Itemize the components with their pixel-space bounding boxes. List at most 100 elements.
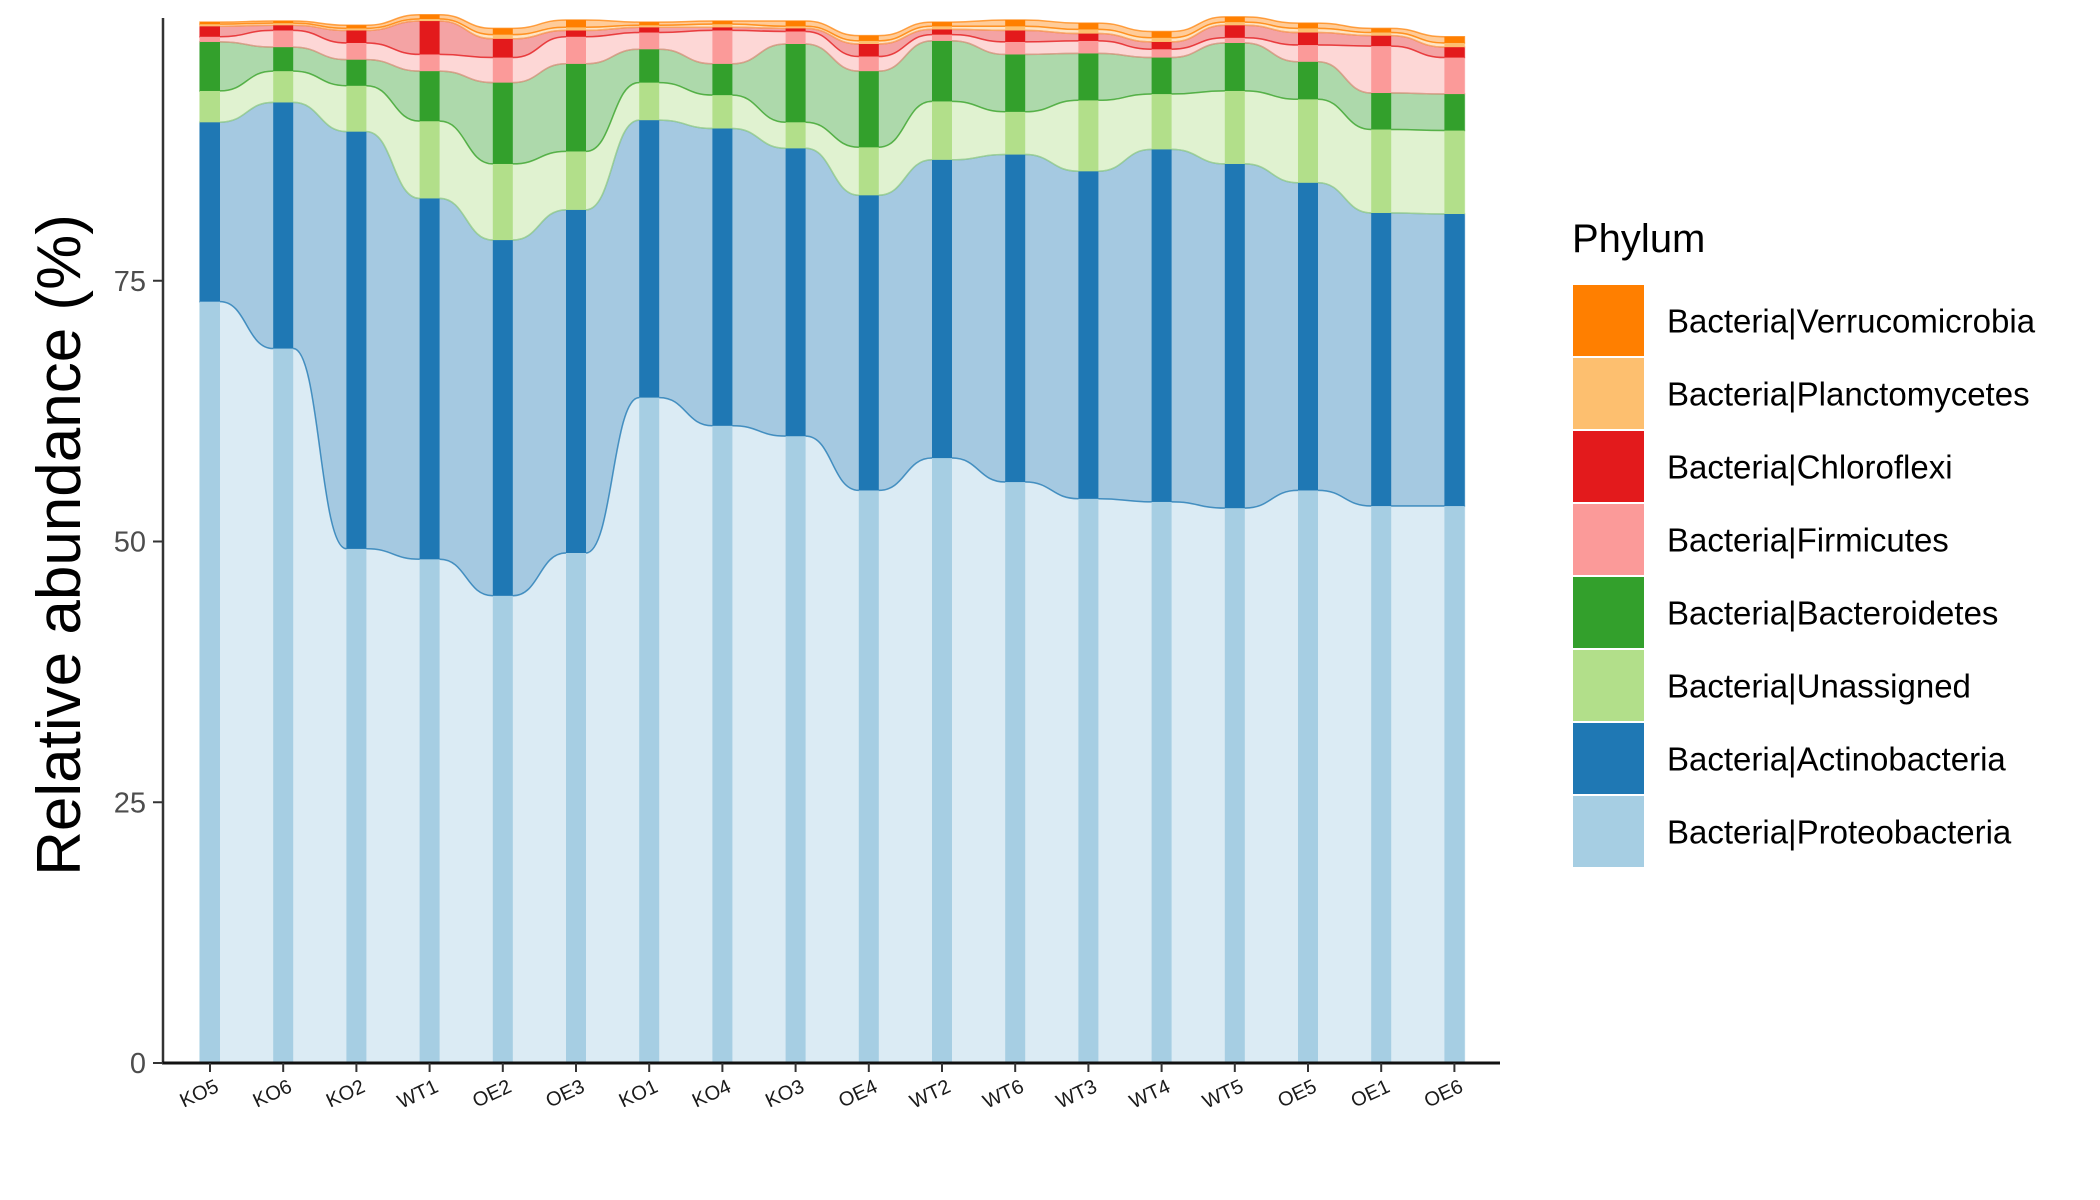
bar-oe3-bacteria-proteobacteria <box>566 552 586 1063</box>
bar-wt5-bacteria-chloroflexi <box>1224 25 1245 38</box>
bar-oe3-bacteria-verrucomicrobia <box>566 20 586 28</box>
legend-label-bacteria-unassigned: Bacteria|Unassigned <box>1667 668 1971 705</box>
bar-wt5-bacteria-firmicutes <box>1224 37 1245 43</box>
bar-ko2-bacteria-bacteroidetes <box>346 59 367 86</box>
bar-wt2-bacteria-actinobacteria <box>932 159 952 459</box>
bar-oe4-bacteria-planctomycetes <box>858 40 879 44</box>
bar-wt1-bacteria-bacteroidetes <box>419 71 440 122</box>
bar-ko6-bacteria-bacteroidetes <box>273 47 294 72</box>
legend-label-bacteria-firmicutes: Bacteria|Firmicutes <box>1667 522 1949 559</box>
bar-ko2-bacteria-actinobacteria <box>346 131 367 549</box>
bar-oe6-bacteria-bacteroidetes <box>1444 94 1465 131</box>
bar-ko3-bacteria-verrucomicrobia <box>785 21 806 27</box>
bar-ko4-bacteria-proteobacteria <box>712 425 733 1063</box>
bar-oe3-bacteria-planctomycetes <box>566 27 586 31</box>
bar-wt2-bacteria-verrucomicrobia <box>932 22 952 27</box>
bar-wt3-bacteria-unassigned <box>1078 100 1099 172</box>
bar-wt1-bacteria-unassigned <box>419 121 440 199</box>
legend-label-bacteria-actinobacteria: Bacteria|Actinobacteria <box>1667 741 2006 778</box>
legend-label-bacteria-bacteroidetes: Bacteria|Bacteroidetes <box>1667 595 1998 632</box>
bar-ko2-bacteria-verrucomicrobia <box>346 25 367 29</box>
bar-wt6-bacteria-verrucomicrobia <box>1005 20 1026 27</box>
bar-oe6-bacteria-firmicutes <box>1444 57 1465 95</box>
bar-oe5-bacteria-verrucomicrobia <box>1298 23 1318 29</box>
x-tick-label-oe6: OE6 <box>1421 1076 1467 1113</box>
bar-oe2-bacteria-actinobacteria <box>492 240 513 596</box>
y-tick-label-75: 75 <box>114 266 146 298</box>
bar-wt4-bacteria-planctomycetes <box>1151 37 1172 42</box>
bar-oe4-bacteria-proteobacteria <box>858 490 879 1063</box>
bar-oe4-bacteria-actinobacteria <box>858 195 879 491</box>
bar-wt5-bacteria-planctomycetes <box>1224 22 1245 26</box>
x-tick-label-oe3: OE3 <box>543 1076 589 1113</box>
bar-ko4-bacteria-unassigned <box>712 95 733 129</box>
bar-ko6-bacteria-chloroflexi <box>273 25 294 31</box>
bar-oe1-bacteria-actinobacteria <box>1371 212 1392 507</box>
x-tick-label-ko4: KO4 <box>689 1076 735 1113</box>
bar-ko5-bacteria-planctomycetes <box>200 24 220 27</box>
bar-wt4-bacteria-proteobacteria <box>1151 501 1172 1064</box>
x-tick-label-oe1: OE1 <box>1348 1076 1394 1113</box>
bar-wt5-bacteria-proteobacteria <box>1224 508 1245 1063</box>
legend-swatch-bacteria-bacteroidetes <box>1573 577 1644 648</box>
bar-oe4-bacteria-unassigned <box>858 147 879 196</box>
bar-wt4-bacteria-firmicutes <box>1151 49 1172 58</box>
bar-ko5-bacteria-actinobacteria <box>200 122 220 302</box>
bar-wt6-bacteria-unassigned <box>1005 111 1026 155</box>
legend-swatch-bacteria-firmicutes <box>1573 504 1644 575</box>
bar-wt6-bacteria-planctomycetes <box>1005 26 1026 31</box>
bar-wt3-bacteria-bacteroidetes <box>1078 53 1099 101</box>
bar-ko2-bacteria-chloroflexi <box>346 30 367 43</box>
x-tick-label-wt2: WT2 <box>907 1076 955 1114</box>
bar-oe5-bacteria-chloroflexi <box>1298 32 1318 46</box>
bar-ko6-bacteria-proteobacteria <box>273 348 294 1063</box>
bar-wt2-bacteria-bacteroidetes <box>932 40 952 102</box>
bar-wt1-bacteria-verrucomicrobia <box>419 14 440 19</box>
x-tick-label-ko1: KO1 <box>616 1076 662 1113</box>
bar-wt1-bacteria-proteobacteria <box>419 559 440 1063</box>
bar-wt4-bacteria-chloroflexi <box>1151 41 1172 50</box>
bar-wt1-bacteria-planctomycetes <box>419 18 440 22</box>
bar-wt3-bacteria-proteobacteria <box>1078 498 1099 1063</box>
bar-ko3-bacteria-chloroflexi <box>785 28 806 32</box>
bar-oe6-bacteria-chloroflexi <box>1444 47 1465 58</box>
bar-ko2-bacteria-proteobacteria <box>346 548 367 1063</box>
bar-wt2-bacteria-unassigned <box>932 101 952 160</box>
bar-wt2-bacteria-proteobacteria <box>932 458 952 1063</box>
x-tick-label-oe2: OE2 <box>469 1076 515 1113</box>
bar-ko5-bacteria-bacteroidetes <box>200 41 220 91</box>
bar-wt3-bacteria-verrucomicrobia <box>1078 23 1099 30</box>
bar-wt4-bacteria-actinobacteria <box>1151 149 1172 502</box>
x-tick-label-wt5: WT5 <box>1199 1076 1247 1114</box>
bar-ko2-bacteria-firmicutes <box>346 42 367 60</box>
bar-oe1-bacteria-unassigned <box>1371 129 1392 213</box>
bar-wt3-bacteria-firmicutes <box>1078 40 1099 54</box>
bar-wt4-bacteria-unassigned <box>1151 94 1172 150</box>
bar-wt5-bacteria-verrucomicrobia <box>1224 16 1245 23</box>
legend-swatch-bacteria-actinobacteria <box>1573 723 1644 794</box>
bar-wt2-bacteria-chloroflexi <box>932 29 952 35</box>
legend-label-bacteria-verrucomicrobia: Bacteria|Verrucomicrobia <box>1667 303 2036 340</box>
bar-ko1-bacteria-unassigned <box>639 82 660 121</box>
bar-oe2-bacteria-unassigned <box>492 163 513 241</box>
bars <box>200 14 1465 1064</box>
bar-wt6-bacteria-actinobacteria <box>1005 154 1026 483</box>
bar-ko6-bacteria-unassigned <box>273 71 294 103</box>
bar-ko4-bacteria-bacteroidetes <box>712 63 733 96</box>
legend-swatch-bacteria-unassigned <box>1573 650 1644 721</box>
bar-oe3-bacteria-firmicutes <box>566 36 586 64</box>
legend: Bacteria|Verrucomicrobia Bacteria|Plancto… <box>1573 285 2036 867</box>
bar-oe5-bacteria-bacteroidetes <box>1298 61 1318 100</box>
x-tick-label-wt6: WT6 <box>980 1076 1028 1114</box>
legend-label-bacteria-proteobacteria: Bacteria|Proteobacteria <box>1667 814 2012 851</box>
bar-ko4-bacteria-planctomycetes <box>712 24 733 28</box>
x-tick-label-ko3: KO3 <box>762 1076 808 1113</box>
bar-oe4-bacteria-verrucomicrobia <box>858 35 879 41</box>
bar-oe2-bacteria-bacteroidetes <box>492 82 513 164</box>
legend-swatch-bacteria-planctomycetes <box>1573 358 1644 429</box>
legend-label-bacteria-chloroflexi: Bacteria|Chloroflexi <box>1667 449 1953 486</box>
bar-ko1-bacteria-chloroflexi <box>639 27 660 33</box>
bar-wt4-bacteria-bacteroidetes <box>1151 57 1172 95</box>
x-tick-label-oe4: OE4 <box>835 1076 881 1113</box>
legend-swatch-bacteria-verrucomicrobia <box>1573 285 1644 356</box>
